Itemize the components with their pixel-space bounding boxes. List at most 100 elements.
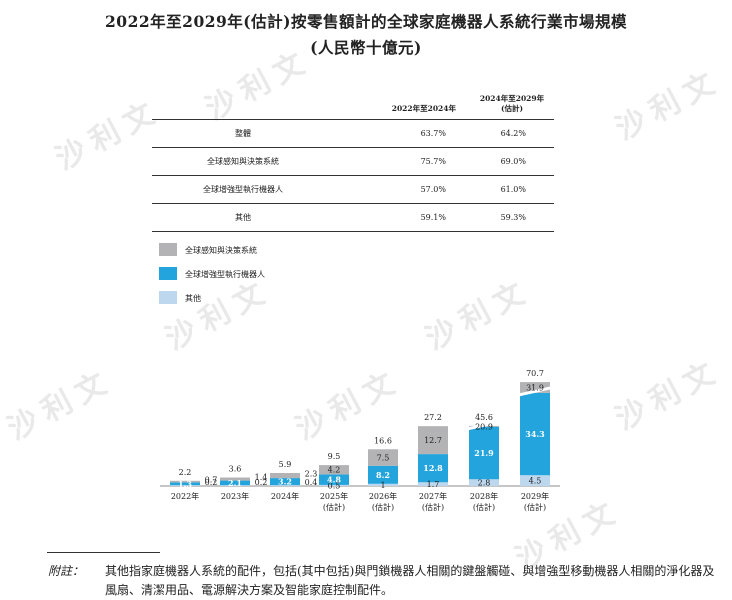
cagr-header-2022-2024: 2022年至2024年: [334, 92, 474, 120]
note-divider: [47, 552, 160, 553]
x-tick-label: 2022年: [171, 491, 199, 501]
x-tick-label: 2023年: [221, 491, 249, 501]
x-tick-label: (估計): [422, 502, 444, 512]
data-label-segment: 7.5: [377, 454, 390, 463]
cagr-row-value: 59.3%: [474, 203, 554, 232]
x-tick-label: 2029年: [521, 491, 549, 501]
data-label-segment: 1: [380, 481, 385, 490]
bar-segment: [170, 482, 200, 486]
cagr-row-value: 63.7%: [334, 119, 474, 148]
cagr-header-2024-2029: 2024年至2029年 (估計): [474, 92, 554, 120]
data-label-total: 2.2: [179, 468, 192, 477]
x-tick-label: 2028年: [470, 491, 498, 501]
data-label-segment: 34.3: [525, 429, 545, 439]
table-row: 其他 59.1% 59.3%: [152, 203, 554, 232]
cagr-row-label: 其他: [152, 203, 334, 232]
data-label-segment: 4.2: [328, 466, 341, 475]
footnote-text: 其他指家庭機器人系統的配件，包括(其中包括)與門鎖機器人相關的鍵盤觸碰、與增強型…: [105, 564, 715, 597]
x-tick-label: (估計): [524, 502, 546, 512]
bar-segment: [469, 479, 499, 486]
cagr-row-label: 整體: [152, 119, 334, 148]
bar-segment: [520, 382, 550, 393]
data-label-segment: 0.7: [205, 476, 218, 485]
chart-title: 2022年至2029年(估計)按零售額計的全球家庭機器人系統行業市場規模: [105, 12, 627, 31]
data-label-segment: 0.4: [305, 478, 318, 487]
bar-segment: [418, 454, 448, 483]
cagr-row-value: 64.2%: [474, 119, 554, 148]
cagr-row-value: 61.0%: [474, 175, 554, 204]
x-tick-label: (估計): [323, 502, 345, 512]
cagr-table: 2022年至2024年 2024年至2029年 (估計) 整體 63.7% 64…: [152, 92, 554, 232]
bar-segment: [319, 465, 349, 475]
bar-segment: [270, 478, 300, 486]
data-label-total: 3.6: [229, 465, 242, 474]
data-label-segment: 20.9: [475, 422, 493, 431]
data-label-segment: 4.8: [327, 475, 341, 485]
axis-break-mark: [466, 419, 502, 431]
cagr-row-value: 57.0%: [334, 175, 474, 204]
table-row: 全球感知與決策系統 75.7% 69.0%: [152, 147, 554, 176]
legend-label: 其他: [185, 293, 201, 303]
cagr-row-value: 69.0%: [474, 147, 554, 176]
x-tick-label: 2026年: [369, 491, 397, 501]
bar-segment: [170, 480, 200, 483]
table-row: 整體 63.7% 64.2%: [152, 119, 554, 148]
data-label-segment: 1.3: [178, 479, 192, 489]
bar-segment: [270, 473, 300, 479]
bar-segment: [170, 485, 200, 486]
x-tick-label: (估計): [473, 502, 495, 512]
data-label-segment: 12.7: [424, 436, 442, 445]
bar-segment: [418, 426, 448, 455]
data-label-segment: 4.5: [529, 477, 542, 486]
data-label-segment: 8.2: [376, 470, 390, 480]
data-label-segment: 2.8: [478, 479, 491, 488]
data-label-segment: 0.2: [255, 478, 268, 487]
data-label-segment: 1.7: [427, 480, 440, 489]
legend-label: 全球感知與決策系統: [185, 245, 257, 255]
bar-segment: [220, 480, 250, 486]
x-tick-label: 2024年: [271, 491, 299, 501]
footnote-label: 附註：: [48, 564, 85, 578]
x-tick-label: (估計): [372, 502, 394, 512]
data-label-total: 27.2: [424, 413, 442, 422]
axis-break-mark: [517, 385, 553, 397]
bar-segment: [270, 485, 300, 486]
x-tick-label: 2025年: [320, 491, 348, 501]
bar-segment: [368, 483, 398, 486]
bar-segment: [418, 482, 448, 486]
data-label-segment: 0.2: [205, 478, 218, 487]
cagr-row-label: 全球增強型執行機器人: [152, 175, 334, 204]
data-label-total: 70.7: [526, 369, 544, 378]
data-label-segment: 21.9: [474, 448, 494, 458]
data-label-segment: 12.8: [423, 463, 443, 473]
data-label-segment: 1.4: [255, 473, 268, 482]
legend-swatch: [159, 291, 177, 304]
data-label-total: 45.6: [475, 413, 493, 422]
cagr-row-label: 全球感知與決策系統: [152, 147, 334, 176]
data-label-total: 5.9: [279, 460, 292, 469]
bar-segment: [220, 477, 250, 481]
legend-swatch: [159, 243, 177, 256]
data-label-total: 16.6: [374, 436, 392, 445]
data-label-segment: 31.9: [526, 383, 544, 392]
bar-segment: [368, 465, 398, 484]
table-row: 全球增強型執行機器人 57.0% 61.0%: [152, 175, 554, 204]
cagr-row-value: 75.7%: [334, 147, 474, 176]
legend-swatch: [159, 267, 177, 280]
data-label-segment: 3.2: [278, 477, 292, 487]
bar-segment: [520, 475, 550, 486]
bar-segment: [220, 485, 250, 486]
bar-segment: [368, 449, 398, 466]
data-label-total: 9.5: [328, 452, 341, 461]
bar-segment: [520, 392, 550, 476]
legend-label: 全球增強型執行機器人: [185, 269, 265, 279]
data-label-segment: 0.5: [328, 481, 341, 490]
cagr-table-header: 2022年至2024年 2024年至2029年 (估計): [152, 92, 554, 120]
cagr-row-value: 59.1%: [334, 203, 474, 232]
data-label-segment: 2.1: [228, 478, 242, 488]
cagr-header-blank: [152, 92, 334, 120]
x-tick-label: 2027年: [419, 491, 447, 501]
bar-segment: [319, 474, 349, 485]
data-label-segment: 2.3: [305, 470, 318, 479]
